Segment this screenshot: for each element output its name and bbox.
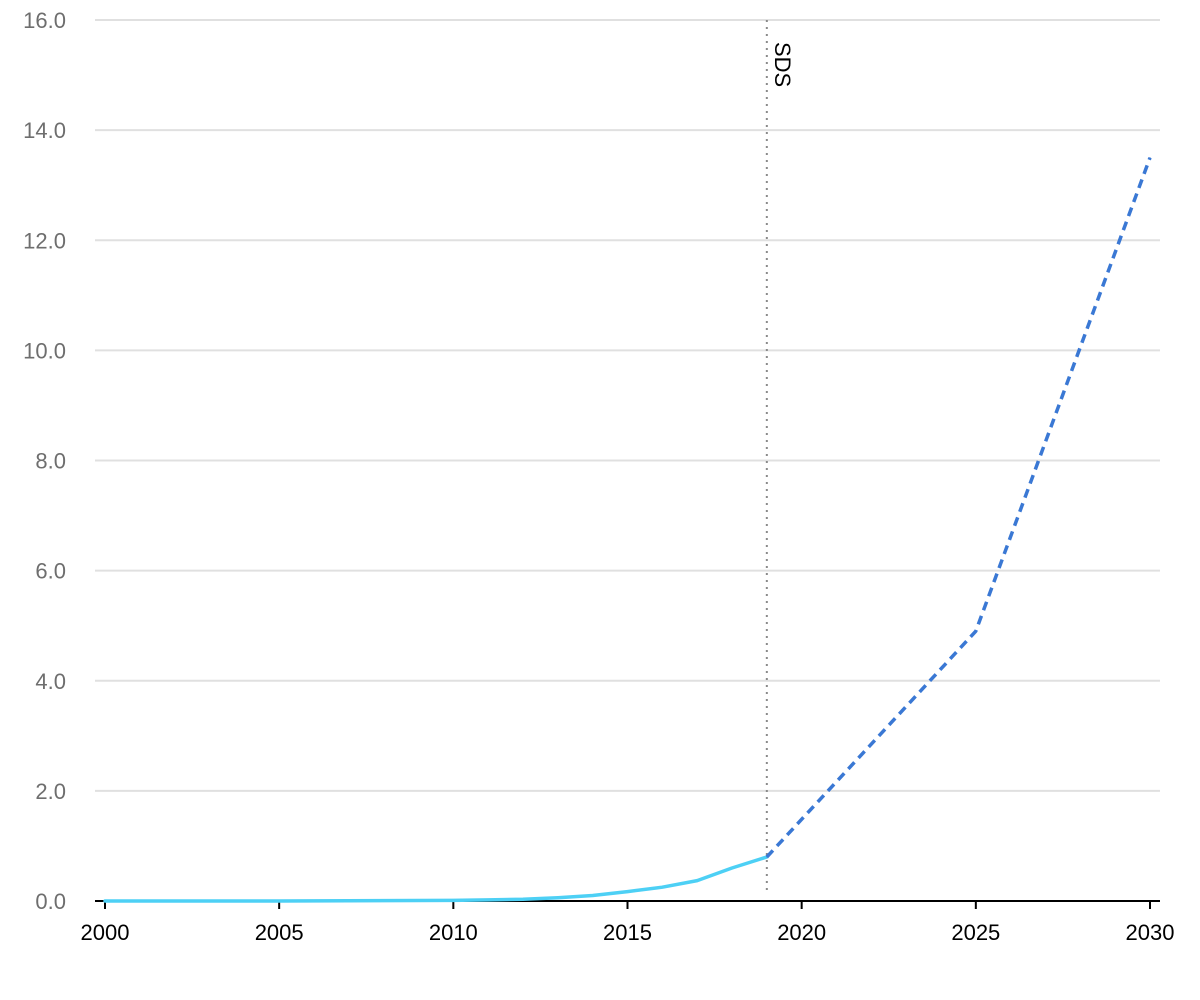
gridlines [95,19,1160,792]
y-tick-label: 8.0 [35,449,66,474]
x-tick-label: 2015 [603,920,652,945]
data-point [104,900,106,902]
data-point [487,899,489,901]
x-tick-label: 2025 [951,920,1000,945]
x-tick-label: 2000 [81,920,130,945]
y-tick-label: 4.0 [35,669,66,694]
y-tick-label: 10.0 [23,338,66,363]
x-tick-label: 2010 [429,920,478,945]
data-point [661,886,663,888]
y-tick-label: 0.0 [35,889,66,914]
y-tick-label: 14.0 [23,118,66,143]
data-point [696,880,698,882]
x-tick-label: 2020 [777,920,826,945]
data-point [766,856,768,858]
y-tick-label: 12.0 [23,228,66,253]
series-line-2 [765,157,1152,859]
annotation-label: SDS [770,42,795,87]
y-tick-label: 2.0 [35,779,66,804]
y-tick-label: 6.0 [35,559,66,584]
data-point [452,899,454,901]
x-tick-label: 2030 [1126,920,1175,945]
y-tick-label: 16.0 [23,8,66,33]
x-tick-label: 2005 [255,920,304,945]
data-point [278,900,280,902]
y-axis-ticks: 0.0 2.0 4.0 6.0 8.0 10.0 12.0 14.0 16.0 [23,8,66,914]
data-point [557,897,559,899]
data-point [522,898,524,900]
annotations: SDS [765,20,795,893]
series-line-1 [103,855,769,903]
data-point [975,630,977,632]
data-point [592,894,594,896]
data-point [731,867,733,869]
data-point [1149,157,1151,159]
data-point [627,891,628,893]
x-axis: 2000 2005 2010 2015 2020 2025 2030 [81,900,1175,945]
series-lines [103,157,1152,903]
